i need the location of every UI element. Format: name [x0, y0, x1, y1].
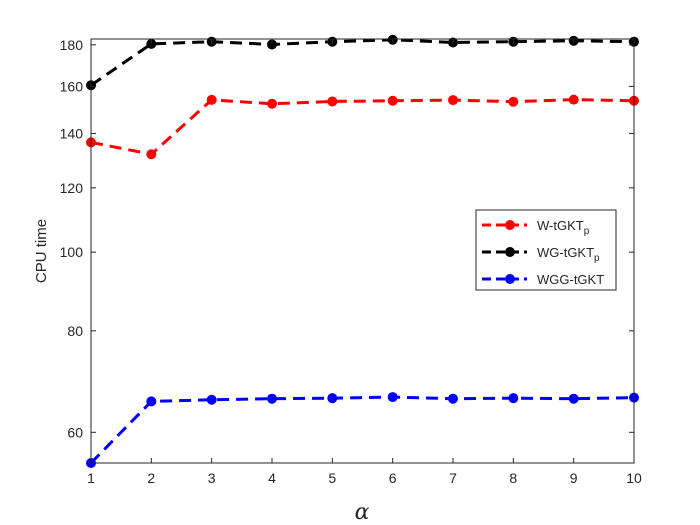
data-point [267, 39, 277, 50]
y-axis-label: CPU time [33, 219, 50, 283]
data-point [206, 394, 217, 405]
legend-label-text: WGG-tGKT [537, 272, 604, 287]
plot-frame [90, 38, 635, 464]
x-tick-label: 7 [449, 470, 457, 486]
legend-marker [505, 274, 515, 284]
data-point [327, 96, 338, 107]
legend-label-text: W-tGKT [537, 218, 584, 233]
y-tick-label: 180 [60, 37, 84, 53]
series-line [90, 38, 635, 87]
legend-label: WG-tGKTp [537, 245, 600, 264]
data-point [146, 149, 157, 160]
data-point [267, 393, 277, 404]
legend-label: WGG-tGKT [537, 272, 604, 287]
x-tick-label: 10 [626, 470, 642, 486]
series-0 [86, 94, 639, 160]
legend-label: W-tGKTp [537, 218, 590, 237]
legend-label-subscript: p [594, 253, 600, 264]
data-point [267, 98, 277, 109]
data-point [387, 392, 398, 403]
axis-layer: 1 2 3 4 5 6 7 8 9 10 60 80 100 120 140 160 180 [60, 37, 642, 486]
legend-label-subscript: p [584, 226, 590, 237]
x-axis-label: α [355, 500, 370, 525]
legend-marker [505, 220, 515, 230]
y-tick-label: 120 [60, 180, 84, 196]
series-line [90, 98, 635, 156]
legend-marker [505, 247, 515, 257]
y-tick-label: 100 [60, 244, 84, 260]
data-point [448, 95, 458, 106]
legend-box [475, 209, 617, 291]
data-point [508, 96, 519, 107]
data-point [448, 393, 458, 404]
data-point [568, 94, 579, 105]
x-tick-label: 4 [268, 470, 276, 486]
x-tick-label: 2 [147, 470, 155, 486]
x-tick-label: 3 [208, 470, 216, 486]
data-point [568, 393, 579, 404]
x-tick-label: 9 [570, 470, 578, 486]
x-tick-label: 6 [389, 470, 397, 486]
x-tick-label: 1 [87, 470, 95, 486]
y-tick-label: 60 [67, 424, 83, 440]
y-tick-label: 140 [60, 125, 84, 141]
series-line [89, 395, 635, 465]
data-point [387, 95, 398, 106]
x-tick-label: 8 [509, 470, 517, 486]
data-point [508, 393, 519, 404]
y-tick-label: 80 [67, 323, 83, 339]
data-point [206, 94, 217, 105]
series-2 [86, 392, 639, 468]
x-tick-label: 5 [328, 470, 336, 486]
data-point [146, 396, 157, 407]
y-tick-label: 160 [60, 78, 84, 94]
legend-label-text: WG-tGKT [537, 245, 594, 260]
data-point [327, 393, 338, 404]
